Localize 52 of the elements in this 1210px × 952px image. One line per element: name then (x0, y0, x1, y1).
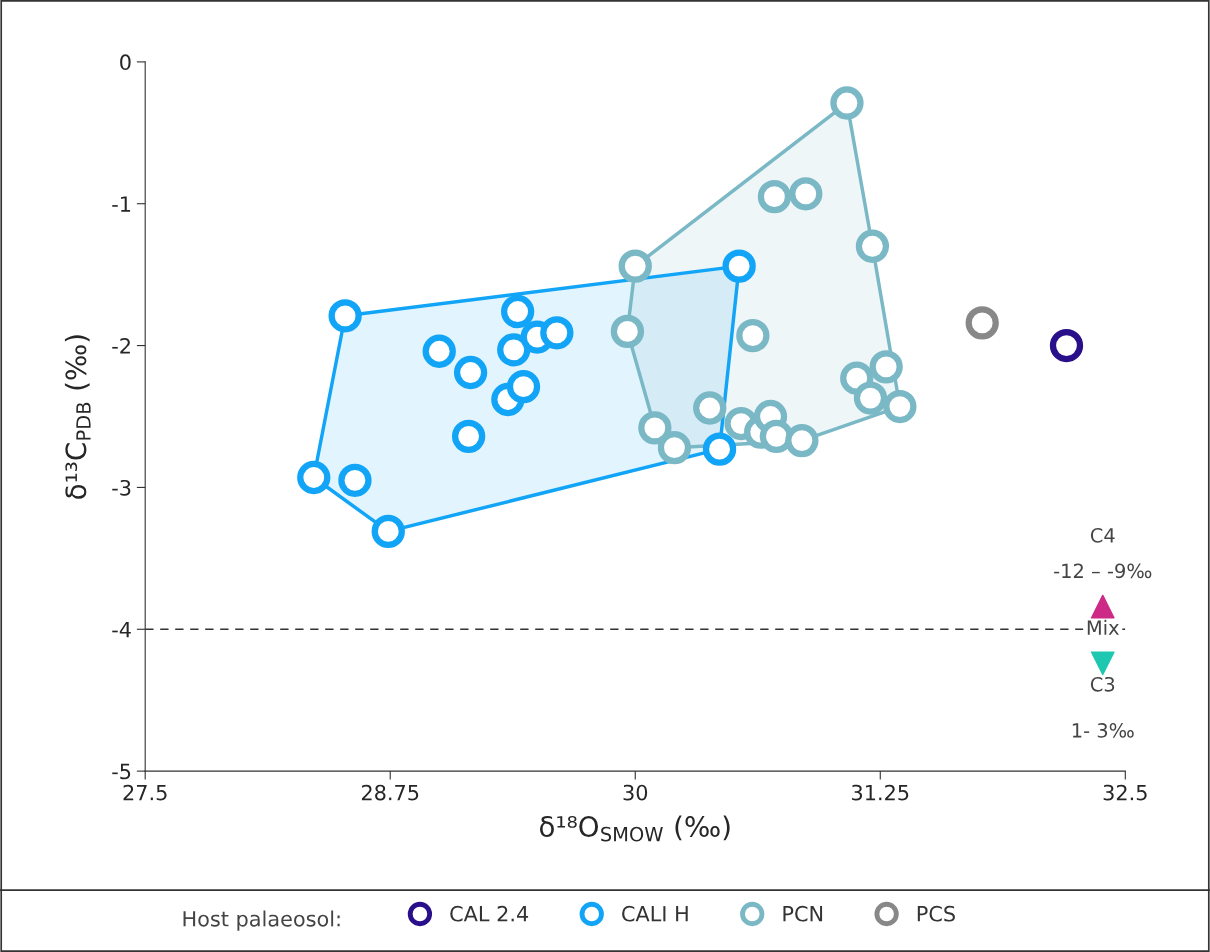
point (830, 86, 864, 120)
y-tick-label: -1 (112, 196, 131, 212)
legend-label: PCS (917, 905, 955, 922)
point (757, 179, 792, 214)
legend-label: PCN (783, 905, 823, 922)
point (736, 318, 770, 353)
point (297, 460, 331, 495)
annotation: 1- 3‰ (1072, 723, 1134, 738)
point (500, 294, 535, 329)
point (422, 334, 456, 368)
y-tick-label: -4 (112, 622, 131, 638)
legend-label: CALI H (622, 905, 688, 922)
point (497, 333, 531, 367)
ref-line-label: Mix (1087, 619, 1119, 635)
annotation: C4 (1090, 528, 1115, 543)
x-tick-label: 32.5 (1103, 784, 1147, 801)
annotation: -12 – -9‰ (1054, 563, 1152, 579)
point (855, 229, 890, 263)
point (638, 411, 672, 445)
point (693, 391, 727, 425)
x-axis-title: δ¹⁸O$_{SMOW}$ (‰) (539, 815, 730, 842)
point (853, 381, 888, 415)
point (883, 389, 917, 424)
x-tick-label: 31.25 (852, 784, 909, 801)
point (965, 306, 999, 340)
point (657, 431, 692, 465)
x-tick-label: 27.5 (123, 784, 167, 801)
annotation: C3 (1090, 676, 1115, 692)
legend-label: CAL 2.4 (450, 905, 529, 922)
point (618, 249, 652, 283)
point (610, 314, 645, 349)
x-tick-label: 28.75 (361, 784, 419, 801)
point (540, 316, 574, 350)
point (785, 423, 819, 458)
y-tick-label: -5 (112, 763, 131, 780)
point (338, 463, 372, 497)
point (789, 177, 823, 211)
point (869, 350, 903, 384)
y-tick-label: 0 (120, 54, 131, 71)
y-tick-label: -3 (112, 479, 131, 496)
legend-title: Host palaeosol: (183, 910, 340, 931)
point (451, 419, 486, 454)
y-tick-label: -2 (112, 338, 130, 354)
x-tick-label: 30 (623, 784, 648, 801)
point (1049, 328, 1084, 363)
point (722, 249, 756, 283)
point (702, 432, 737, 466)
point (453, 355, 488, 390)
point (371, 514, 405, 549)
y-axis-title: δ¹³C$_{PDB}$ (‰) (64, 335, 91, 499)
point (328, 299, 362, 333)
point (506, 370, 541, 404)
